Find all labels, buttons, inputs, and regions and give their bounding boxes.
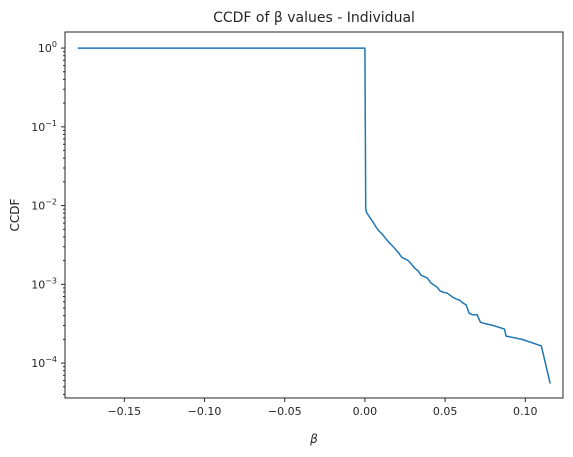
x-tick-label: −0.05	[268, 405, 302, 418]
y-tick-label: 10−4	[31, 355, 57, 370]
x-tick-label: 0.00	[353, 405, 378, 418]
plot-frame	[64, 31, 564, 399]
chart-title-group: CCDF of β values - Individual	[213, 10, 415, 26]
y-tick-label: 100	[38, 40, 57, 55]
y-tick-label: 10−1	[31, 119, 57, 134]
y-tick-label: 10−3	[31, 276, 57, 291]
x-axis-ticks: −0.15 −0.10 −0.05 0.00 0.05 0.10	[107, 398, 538, 418]
x-tick-label: −0.10	[188, 405, 222, 418]
chart-title: CCDF of β values - Individual	[213, 10, 415, 26]
y-axis-ticks: 100 10−1 10−2 10−3 10−4	[31, 40, 65, 395]
axis-labels: β CCDF	[8, 198, 318, 446]
x-tick-label: 0.10	[513, 405, 538, 418]
x-tick-label: −0.15	[107, 405, 141, 418]
y-tick-label: 10−2	[31, 198, 57, 213]
x-tick-label: 0.05	[433, 405, 458, 418]
x-axis-label: β	[309, 432, 318, 446]
y-axis-label: CCDF	[8, 198, 22, 231]
plot-area	[64, 31, 564, 399]
ccdf-series-line	[77, 47, 551, 384]
